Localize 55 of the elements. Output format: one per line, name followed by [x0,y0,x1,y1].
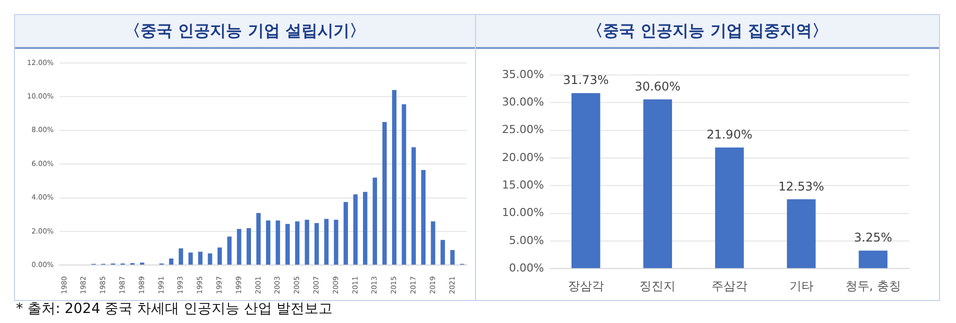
x-tick-label: 주삼각 [711,278,748,293]
bar [266,220,270,265]
data-label: 3.25% [854,230,892,245]
bar [227,236,232,265]
bar [334,220,338,265]
bar [440,240,445,265]
bar [198,252,202,265]
bar [571,93,600,268]
bar [372,178,378,265]
chart-title: 〈중국 인공지능 기업 집중지역〉 [476,15,939,49]
bar [188,252,193,265]
bar [218,247,222,265]
bar [246,228,251,265]
bar [169,258,174,265]
y-tick-label: 20.00% [502,150,544,164]
bar [285,224,290,265]
y-tick-label: 35.00% [502,68,544,81]
bar [178,248,184,265]
bar [858,250,888,268]
x-tick-label: 청두, 충칭 [845,278,901,293]
y-tick-label: 30.00% [502,96,544,109]
y-tick-label: 10.00% [502,206,544,220]
bar [295,221,300,265]
bar [402,104,406,265]
bar [450,250,455,265]
bar [430,221,436,265]
text: * 출처: 2024 중국 차세대 인공지능 산업 발전보고 [16,300,332,318]
bar [411,147,416,265]
x-tick-label: 징진지 [640,278,676,293]
y-tick-label: 15.00% [502,178,544,192]
y-tick-label: 0.00% [508,261,544,274]
chart-title: 〈중국 인공지능 기업 설립시기〉 [15,15,475,49]
bar [256,212,261,265]
bar [304,220,310,265]
bar [786,199,816,268]
x-tick-label: 장삼각 [568,278,604,293]
bar [421,170,426,265]
bar [382,122,387,265]
bar [276,220,280,265]
y-tick-label: 25.00% [502,123,544,136]
bar [344,202,348,265]
x-tick-label: 기타 [789,278,814,293]
bar [715,147,744,268]
data-label: 30.60% [634,79,681,94]
data-label: 21.90% [706,128,752,142]
y-tick-label: 5.00% [508,234,544,247]
bar [392,90,396,265]
bar [643,99,672,268]
bar [362,192,368,265]
data-label: 12.53% [778,179,824,194]
bar [353,194,358,265]
bar [314,223,319,265]
bar [236,228,242,265]
data-label: 31.73% [562,73,609,88]
bar [324,218,329,265]
